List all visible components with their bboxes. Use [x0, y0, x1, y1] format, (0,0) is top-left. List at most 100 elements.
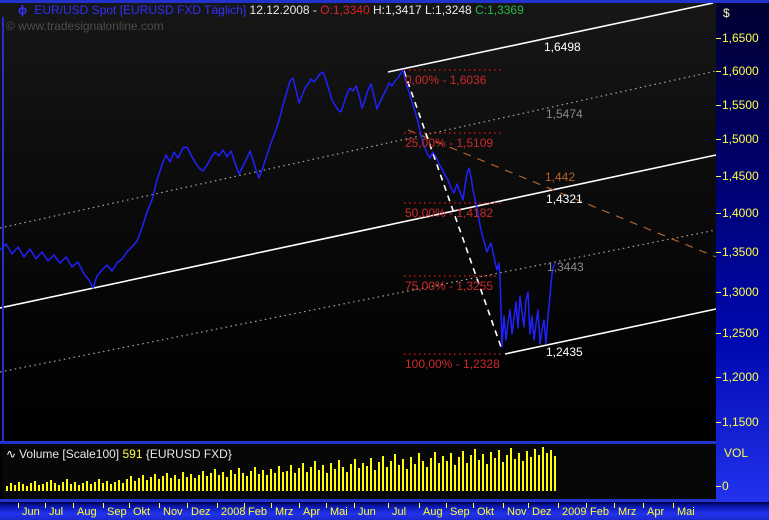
volume-bar [194, 478, 196, 491]
price-axis-tick: 1,6000 [716, 65, 759, 77]
pane-separator[interactable] [0, 441, 716, 444]
volume-bar [182, 472, 184, 491]
volume-bar [382, 456, 384, 491]
volume-bar [278, 466, 280, 491]
volume-bar [186, 477, 188, 491]
volume-suffix: {EURUSD FXD} [142, 447, 232, 461]
time-axis-tick [614, 503, 615, 508]
volume-bar [174, 475, 176, 491]
price-line[interactable] [0, 69, 556, 348]
time-axis-tick [528, 503, 529, 508]
volume-indicator-title[interactable]: ∿ Volume [Scale100] 591 {EURUSD FXD} [6, 447, 232, 461]
volume-bar [314, 461, 316, 491]
volume-bar [462, 451, 464, 491]
volume-bar [30, 483, 32, 491]
volume-bar [90, 484, 92, 491]
volume-bar [234, 474, 236, 491]
time-axis-tick [159, 503, 160, 508]
volume-title: Volume [Scale100] [19, 447, 123, 461]
time-axis-tick [388, 503, 389, 508]
upper-channel-line[interactable] [387, 2, 714, 73]
volume-bar [554, 456, 556, 491]
volume-bar [338, 460, 340, 491]
volume-bar [210, 473, 212, 491]
time-axis-label: Okt [133, 506, 151, 518]
quote-close: C:1,3369 [475, 3, 524, 17]
mid-channel-line[interactable] [0, 154, 717, 309]
volume-bar [154, 474, 156, 491]
volume-bar [74, 482, 76, 491]
volume-bar [158, 479, 160, 491]
volume-bar [10, 483, 12, 491]
volume-bar [342, 467, 344, 491]
volume-bar [450, 453, 452, 491]
time-axis[interactable]: Jun Jul Aug Sep Okt Nov Dez 2008 Feb Mrz Apr Mai Jun… [0, 502, 769, 520]
time-axis-tick [326, 503, 327, 508]
volume-bar [82, 483, 84, 491]
time-axis-tick [586, 503, 587, 508]
time-axis-tick [73, 503, 74, 508]
time-axis-label: Jun [358, 506, 376, 518]
time-axis-tick [244, 503, 245, 508]
volume-bar [410, 457, 412, 491]
watermark: © www.tradesignalonline.com [6, 19, 164, 33]
time-axis-tick [643, 503, 644, 508]
volume-bar [370, 458, 372, 491]
downtrend-dashed-line[interactable] [407, 129, 717, 258]
volume-bar [214, 469, 216, 491]
time-axis-tick [446, 503, 447, 508]
time-axis-label: Apr [647, 506, 665, 518]
volume-bar [190, 474, 192, 491]
volume-bar [510, 448, 512, 491]
lower-dotted-midline[interactable] [0, 229, 717, 373]
volume-bar [134, 481, 136, 491]
volume-bar [354, 459, 356, 491]
volume-bar [398, 465, 400, 491]
volume-bar [302, 463, 304, 491]
price-axis-tick: 1,2000 [716, 371, 759, 383]
time-axis-tick [129, 503, 130, 508]
volume-bar [306, 472, 308, 491]
volume-bar [254, 467, 256, 491]
volume-bar [434, 452, 436, 491]
time-axis-label: Mrz [275, 506, 294, 518]
volume-bar [290, 465, 292, 491]
time-axis-label: Mai [330, 506, 348, 518]
volume-bar [206, 476, 208, 491]
volume-bar [282, 472, 284, 491]
volume-bar [98, 479, 100, 491]
time-axis-tick [45, 503, 46, 508]
volume-bar [310, 467, 312, 491]
price-axis-tick: 1,3500 [716, 246, 759, 258]
price-axis[interactable]: $ 1,6500 1,6000 1,5500 1,5000 1,4500 1,4000 1,… [716, 3, 769, 502]
volume-bar [250, 471, 252, 491]
volume-bar [14, 485, 16, 491]
volume-chart-surface[interactable] [2, 444, 716, 499]
volume-bar [390, 461, 392, 491]
volume-value: 591 [122, 447, 143, 461]
upper-dotted-midline[interactable] [0, 70, 717, 229]
volume-bar [466, 463, 468, 491]
time-axis-tick [673, 503, 674, 508]
volume-bar [482, 454, 484, 491]
volume-bar [226, 477, 228, 491]
volume-bar [458, 457, 460, 491]
price-chart-surface[interactable] [0, 0, 769, 443]
volume-bar [422, 461, 424, 491]
volume-bar [498, 450, 500, 491]
volume-bar [394, 454, 396, 491]
time-axis-label: Nov [163, 506, 183, 518]
time-axis-label: Sep [450, 506, 470, 518]
volume-bar [478, 460, 480, 491]
volume-bar [34, 481, 36, 491]
volume-bar [406, 469, 408, 491]
volume-zero-tick: 0 [716, 480, 729, 492]
quote-high-low: H:1,3417 L:1,3248 [372, 3, 476, 17]
lower-channel-line[interactable] [504, 308, 717, 355]
price-axis-tick: 1,5000 [716, 133, 759, 145]
volume-bar [386, 467, 388, 491]
volume-bar [522, 461, 524, 491]
fib-trend-dashed-line[interactable] [403, 70, 502, 348]
volume-bar [526, 451, 528, 491]
time-axis-tick [419, 503, 420, 508]
